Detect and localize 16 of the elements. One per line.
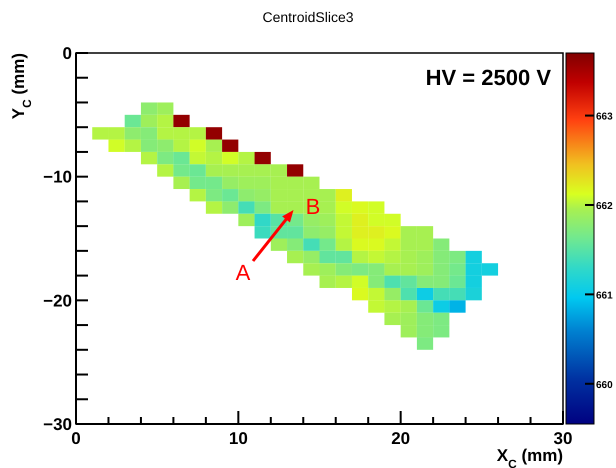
y-tick-label: −20	[43, 291, 72, 310]
x-tick-label: 20	[391, 429, 410, 448]
annotation: HV = 2500 V	[426, 65, 552, 90]
color-bar-label: 660	[596, 380, 614, 391]
x-tick-label: 10	[228, 429, 248, 448]
y-tick-label: −30	[43, 415, 72, 434]
x-axis-title: X$_{C}$ (mm)	[496, 446, 563, 468]
chart-title: CentroidSlice3	[262, 9, 354, 25]
x-tick-label: 30	[554, 429, 572, 448]
annotation: B	[306, 194, 320, 219]
color-bar-label: 663	[596, 112, 614, 123]
color-bar-label: 661	[596, 290, 614, 302]
y-tick-label: 0	[62, 44, 72, 63]
y-tick-label: −10	[43, 168, 72, 187]
color-bar-label: 662	[596, 200, 614, 212]
annotation: A	[236, 260, 251, 285]
